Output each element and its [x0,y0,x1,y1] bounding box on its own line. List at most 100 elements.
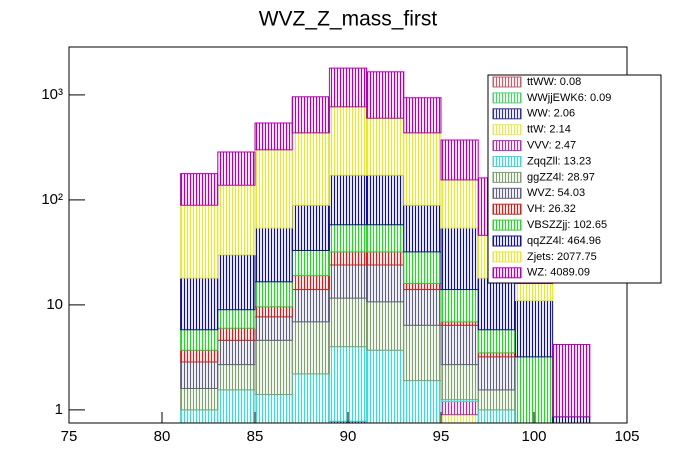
legend-swatch [492,92,522,104]
histogram-bar [403,380,442,424]
legend-swatch [492,251,522,263]
legend-label: Zjets: 2077.75 [527,251,597,263]
histogram-bar [328,251,368,266]
histogram-bar [366,71,405,119]
histogram-bar [440,321,479,326]
histogram-bar [217,184,256,256]
legend-label: WW: 2.06 [527,108,575,120]
legend-label: VH: 26.32 [527,203,576,215]
legend-swatch [492,108,522,120]
legend-label: VVV: 2.47 [527,140,576,152]
histogram-bar [328,346,368,422]
histogram-bar [328,106,368,176]
histogram-bar [180,361,219,389]
y-tick-label: 1 [55,401,63,418]
legend-swatch [492,219,522,231]
histogram-bar [440,324,479,366]
histogram-bar [180,329,219,351]
plot-marks [180,67,591,424]
legend-swatch [492,187,522,199]
histogram-bar [217,327,256,341]
histogram-bar [180,409,219,424]
legend-label: VBSZZjj: 102.65 [527,219,607,231]
histogram-bar [477,277,516,331]
histogram-bar [291,373,330,424]
histogram-bar [440,179,479,229]
y-tick-label: 10³ [41,86,63,103]
histogram-bar [477,409,516,424]
histogram-bar [477,356,516,391]
histogram-bar [477,329,516,354]
x-tick-label: 75 [61,428,78,445]
histogram-bar [254,122,293,151]
legend-label: WVZ: 54.03 [527,187,585,199]
histogram-bar [552,343,591,418]
histogram-bar [403,97,442,134]
histogram-bar [328,297,368,348]
histogram-bar [440,227,479,291]
histogram-bar [477,352,516,358]
histogram-bar [477,389,516,411]
x-tick-label: 100 [521,428,546,445]
histogram-bar [440,401,479,416]
histogram-bar [440,364,479,401]
histogram-bar [366,264,405,303]
legend-swatch [492,76,522,88]
histogram-bar [366,117,405,176]
legend-swatch [492,171,522,183]
histogram-bar [366,224,405,253]
legend-label: qqZZ4l: 464.96 [527,235,601,247]
legend-label: WZ: 4089.09 [527,267,590,279]
histogram-bar [254,149,293,229]
histogram-bar [291,204,330,251]
histogram-bar [366,174,405,226]
histogram-bar [366,349,405,424]
legend-swatch [492,140,522,152]
chart-title: WVZ_Z_mass_first [259,8,438,31]
histogram-bar [254,394,293,424]
histogram-bar [217,151,256,186]
x-tick-label: 90 [340,428,357,445]
histogram-bar [180,387,219,411]
histogram-bar [180,349,219,363]
histogram-bar [440,414,479,424]
histogram-bar [254,227,293,283]
legend-swatch [492,267,522,279]
histogram-bar [291,321,330,375]
histogram-bar [366,301,405,351]
histogram-bar [328,67,368,108]
legend-label: ZqqZll: 13.23 [527,155,591,167]
histogram-bar [291,132,330,206]
x-tick-label: 85 [247,428,264,445]
histogram-bar [217,339,256,366]
histogram-bar [291,96,330,134]
histogram-bar [254,316,293,341]
legend-label: ttW: 2.14 [527,124,571,136]
histogram-bar [180,173,219,206]
legend-label: ggZZ4l: 28.97 [527,171,595,183]
histogram-bar [440,289,479,323]
histogram-bar [328,264,368,299]
legend-swatch [492,203,522,215]
histogram-bar [180,277,219,331]
histogram-bar [328,224,368,253]
histogram-bar [180,204,219,279]
x-tick-label: 95 [433,428,450,445]
histogram-bar [403,289,442,326]
histogram-bar [217,364,256,391]
histogram-bar [291,275,330,291]
histogram-bar [403,132,442,206]
histogram-bar [254,281,293,308]
histogram-bar [552,416,591,424]
legend-label: WWjjEWK6: 0.09 [527,92,611,104]
legend-label: ttWW: 0.08 [527,76,581,88]
histogram-bar [514,300,554,358]
histogram-bar [291,249,330,277]
histogram-bar [403,204,442,253]
histogram-bar [217,254,256,311]
histogram-bar [254,339,293,396]
histogram-bar [440,139,479,181]
histogram-bar [403,324,442,382]
